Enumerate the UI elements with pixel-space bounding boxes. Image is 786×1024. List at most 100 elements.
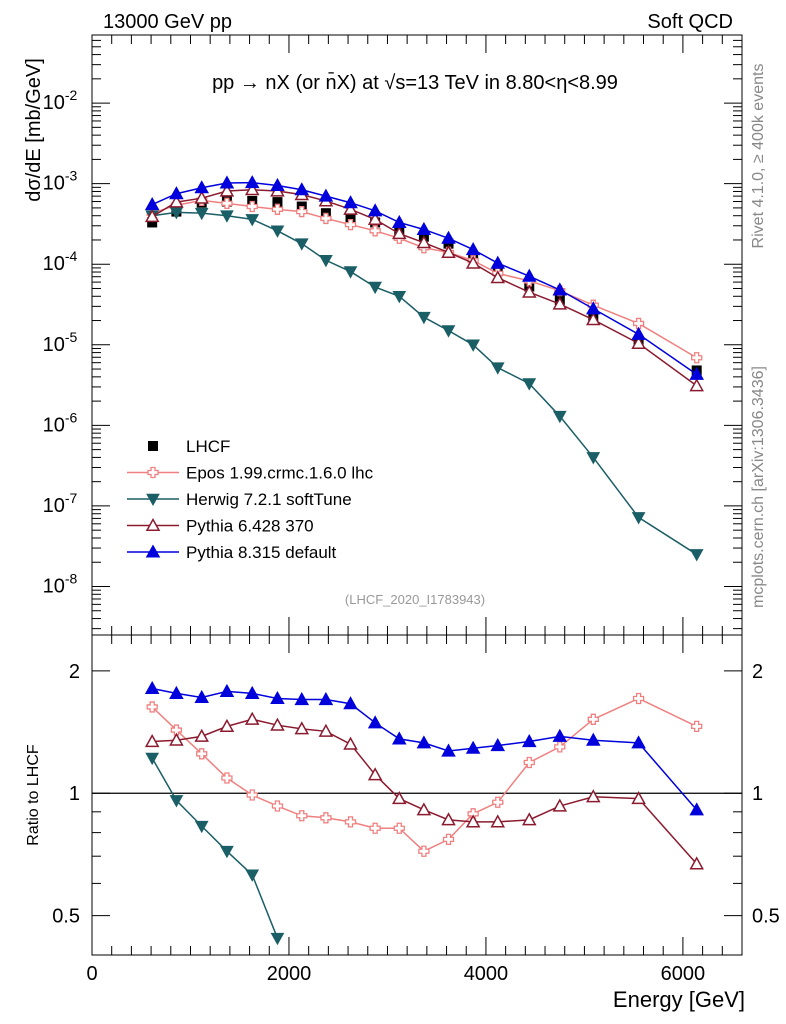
main-y-tick-label: 10-4 — [43, 248, 78, 275]
data-point-pythia6 — [490, 270, 506, 284]
legend-label: Pythia 8.315 default — [186, 543, 337, 562]
rivet-version-text: Rivet 4.1.0, ≥ 400k events — [750, 64, 767, 249]
ratio-point-pythia8 — [343, 696, 358, 710]
ratio-y-tick-label: 2 — [69, 661, 80, 683]
ratio-point-pythia8 — [521, 733, 537, 748]
data-point-herwig — [466, 339, 480, 352]
ratio-point-pythia8 — [244, 685, 260, 699]
data-point-pythia6 — [416, 235, 432, 249]
ratio-point-pythia6 — [441, 812, 456, 826]
data-point-pythia6 — [552, 296, 568, 310]
ratio-point-pythia6 — [465, 814, 481, 828]
ratio-point-pythia6 — [244, 711, 260, 725]
ratio-y-tick-label-right: 1 — [752, 783, 763, 805]
ratio-line-epos — [151, 697, 698, 853]
ratio-point-epos — [221, 772, 233, 784]
ratio-point-pythia8 — [465, 740, 481, 754]
data-point-herwig — [294, 238, 309, 251]
data-point-epos — [296, 205, 308, 218]
data-point-pythia6 — [244, 182, 260, 196]
legend-item-lhcf: LHCF — [148, 437, 230, 456]
ratio-point-pythia6 — [194, 728, 209, 742]
x-axis: 0 2000 4000 6000 — [86, 635, 743, 985]
data-point-pythia6 — [169, 194, 184, 208]
ratio-point-epos — [296, 810, 308, 822]
ratio-point-epos — [369, 822, 381, 834]
ratio-series-herwig — [145, 752, 285, 946]
ratio-point-epos — [632, 692, 645, 705]
data-point-epos — [320, 212, 332, 225]
ratio-point-pythia8 — [490, 737, 506, 752]
data-point-pythia8 — [631, 326, 646, 340]
ratio-point-epos — [691, 720, 703, 733]
ratio-point-pythia6 — [586, 789, 601, 803]
data-point-herwig — [319, 254, 333, 268]
ratio-line-herwig — [151, 757, 279, 939]
ratio-point-pythia6 — [144, 733, 160, 748]
legend-marker — [148, 441, 158, 451]
ratio-point-pythia8 — [144, 680, 160, 695]
data-point-herwig — [270, 225, 285, 238]
ratio-point-epos — [393, 822, 405, 834]
data-point-pythia8 — [416, 221, 432, 236]
ratio-point-epos — [554, 741, 566, 753]
ratio-point-pythia6 — [219, 718, 235, 732]
x-tick-label: 4000 — [464, 963, 509, 985]
ratio-point-pythia8 — [318, 691, 334, 706]
x-tick-label: 0 — [86, 963, 97, 985]
ratio-point-herwig — [220, 845, 234, 859]
ratio-y-axis: 0.5 0.5 1 1 2 2 — [52, 661, 780, 956]
analysis-id-annotation: (LHCF_2020_I1783943) — [345, 592, 485, 607]
ratio-point-pythia8 — [441, 743, 456, 757]
ratio-y-tick-label: 1 — [69, 783, 80, 805]
ratio-point-pythia8 — [294, 691, 310, 706]
legend-label: LHCF — [186, 437, 230, 456]
series-herwig — [145, 207, 704, 562]
ratio-point-pythia6 — [367, 767, 383, 781]
data-point-pythia6 — [586, 312, 601, 326]
ratio-point-herwig — [169, 795, 184, 808]
data-point-herwig — [194, 207, 209, 221]
main-y-axis: 10-8 10-7 10-6 10-5 10-4 10-3 10-2 — [43, 34, 742, 630]
data-point-pythia8 — [169, 186, 184, 200]
ratio-point-pythia6 — [416, 802, 432, 816]
main-y-tick-label: 10-6 — [43, 409, 78, 436]
ratio-point-pythia6 — [391, 791, 407, 805]
data-point-epos — [221, 197, 233, 209]
ratio-y-axis-label: Ratio to LHCF — [25, 744, 42, 846]
ratio-point-pythia8 — [219, 683, 235, 697]
series-lhcf — [147, 195, 702, 376]
ratio-point-epos — [271, 800, 284, 812]
ratio-point-pythia6 — [270, 717, 285, 731]
ratio-series-pythia8 — [144, 680, 704, 816]
series-line-pythia8 — [151, 181, 698, 375]
legend-item-pythia8: Pythia 8.315 default — [127, 543, 337, 562]
ratio-point-epos — [170, 724, 183, 736]
ratio-point-herwig — [245, 869, 260, 882]
ratio-panel: 0.5 0.5 1 1 2 2 0 2000 4000 6000 Ratio to LHCF E… — [25, 634, 780, 1012]
ratio-point-pythia6 — [169, 732, 184, 746]
ratio-series-epos — [146, 692, 703, 857]
mcplots-credit-text: mcplots.cern.ch [arXiv:1306.3436] — [750, 366, 767, 608]
ratio-point-pythia6 — [552, 798, 568, 812]
data-point-pythia8 — [465, 242, 481, 256]
legend-item-epos: Epos 1.99.crmc.1.6.0 lhc — [127, 464, 374, 483]
ratio-point-epos — [196, 748, 208, 760]
ratio-point-pythia8 — [270, 690, 285, 705]
ratio-point-herwig — [194, 820, 209, 834]
legend-label: Epos 1.99.crmc.1.6.0 lhc — [186, 464, 374, 483]
header-right: Soft QCD — [647, 11, 733, 33]
legend-label: Herwig 7.2.1 softTune — [186, 490, 352, 509]
data-point-pythia6 — [194, 190, 209, 204]
data-point-herwig — [441, 325, 456, 338]
data-point-epos — [246, 200, 258, 213]
ratio-point-pythia8 — [689, 802, 704, 816]
ratio-point-pythia8 — [367, 715, 383, 729]
data-point-epos — [369, 225, 381, 237]
main-y-tick-label: 10-7 — [43, 490, 78, 517]
series-epos — [146, 194, 703, 364]
data-point-pythia6 — [343, 201, 358, 215]
data-point-pythia8 — [391, 214, 407, 228]
data-point-pythia8 — [521, 268, 537, 282]
